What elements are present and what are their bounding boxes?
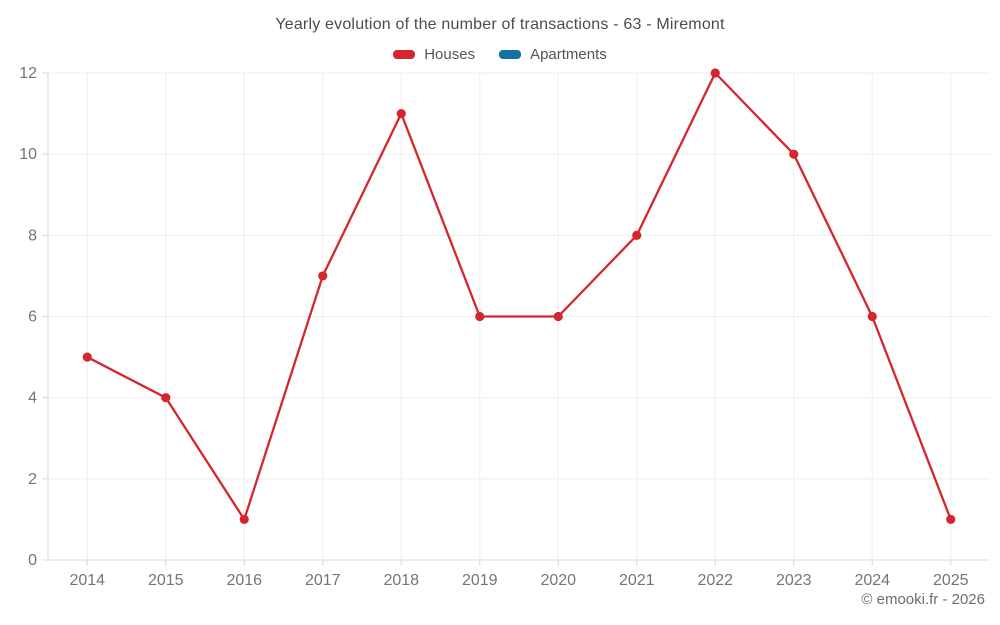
svg-text:10: 10 [19, 146, 37, 163]
legend-label-apartments: Apartments [530, 46, 607, 63]
chart-title: Yearly evolution of the number of transa… [275, 16, 725, 33]
svg-text:2019: 2019 [462, 572, 498, 589]
svg-text:2017: 2017 [305, 572, 341, 589]
svg-text:4: 4 [28, 390, 37, 407]
svg-text:2018: 2018 [383, 572, 419, 589]
legend-swatch-houses [393, 50, 416, 59]
svg-text:2020: 2020 [540, 572, 576, 589]
svg-text:2016: 2016 [226, 572, 262, 589]
svg-text:6: 6 [28, 309, 37, 326]
svg-text:2015: 2015 [148, 572, 184, 589]
svg-text:8: 8 [28, 227, 37, 244]
legend-swatch-apartments [499, 50, 522, 59]
svg-text:12: 12 [19, 65, 37, 82]
svg-text:2014: 2014 [69, 572, 105, 589]
svg-text:2: 2 [28, 471, 37, 488]
chart-legend: Houses Apartments [0, 46, 1000, 63]
svg-text:0: 0 [28, 552, 37, 569]
svg-text:2021: 2021 [619, 572, 655, 589]
legend-item-houses[interactable]: Houses [393, 46, 475, 63]
copyright-text: © emooki.fr - 2026 [861, 591, 985, 608]
svg-text:2023: 2023 [776, 572, 812, 589]
legend-label-houses: Houses [424, 46, 476, 63]
svg-text:2025: 2025 [933, 572, 969, 589]
svg-text:2024: 2024 [854, 572, 890, 589]
svg-text:2022: 2022 [697, 572, 733, 589]
legend-item-apartments[interactable]: Apartments [499, 46, 607, 63]
